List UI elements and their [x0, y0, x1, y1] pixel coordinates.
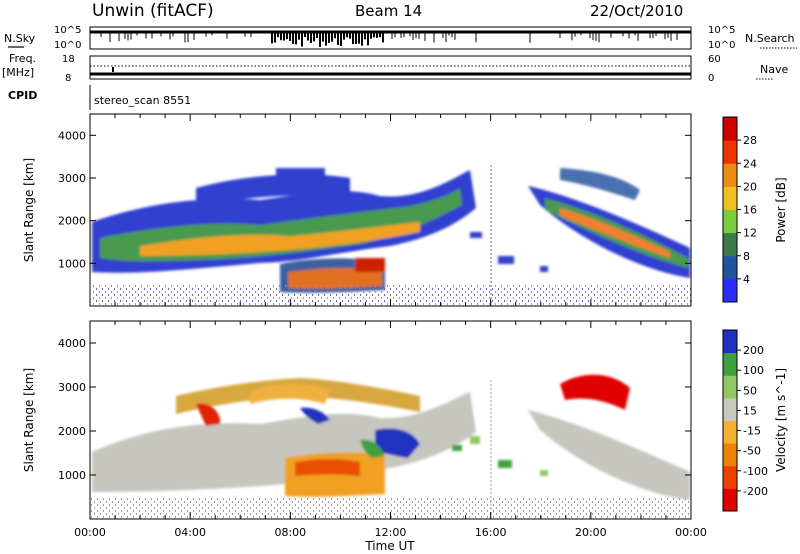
velocity-panel: 1000 2000 3000 4000 00:00 04:00 08:00 12:00 16:…: [58, 320, 707, 539]
nave-label: Nave: [760, 63, 788, 76]
nave-tick-top: 60: [708, 54, 721, 65]
colorbar-swatch: [723, 232, 737, 257]
beam-title: Beam 14: [355, 2, 422, 20]
nsky-label: N.Sky: [4, 32, 36, 45]
colorbar-tick-label: 200: [743, 344, 764, 357]
colorbar-swatch: [723, 352, 737, 376]
y-tick-label: 2000: [58, 215, 86, 228]
velocity-colorbar-label: Velocity [m s^-1]: [774, 368, 788, 472]
colorbar-tick-label: -200: [743, 485, 768, 498]
date-title: 22/Oct/2010: [590, 2, 683, 20]
velocity-y-ticks: 1000 2000 3000 4000: [58, 337, 691, 482]
colorbar-tick-label: 4: [743, 273, 750, 286]
velocity-echoes: [92, 374, 690, 500]
nsearch-tick-top: 10^5: [708, 25, 735, 36]
colorbar-tick-label: 50: [743, 384, 757, 397]
colorbar-swatch: [723, 278, 737, 303]
freq-nave-strip: [89, 55, 692, 80]
freq-tick-bottom: 8: [65, 73, 71, 84]
power-colorbar: 4 8 12 16 20 24 28: [722, 116, 757, 303]
velocity-ylabel: Slant Range [km]: [22, 368, 36, 472]
colorbar-swatch: [723, 397, 737, 421]
colorbar-tick-label: -15: [743, 425, 761, 438]
power-colorbar-label: Power [dB]: [774, 177, 788, 242]
colorbar-swatch: [723, 330, 737, 354]
x-tick-label: 04:00: [174, 526, 206, 539]
x-tick-label: 00:00: [74, 526, 106, 539]
station-title: Unwin (fitACF): [92, 1, 214, 21]
colorbar-swatch: [723, 163, 737, 187]
velocity-colorbar: -200 -100 -50 -15 15 50 100 200: [722, 329, 768, 512]
y-tick-label: 1000: [58, 469, 86, 482]
colorbar-tick-label: 28: [743, 134, 757, 147]
x-tick-label: 20:00: [575, 526, 607, 539]
cpid-value: stereo_scan 8551: [94, 94, 191, 107]
power-panel: 1000 2000 3000 4000: [58, 113, 692, 307]
colorbar-swatch: [723, 420, 737, 444]
freq-label: Freq.: [9, 52, 36, 65]
colorbar-tick-label: 8: [743, 250, 750, 263]
nave-tick-bottom: 0: [708, 73, 714, 84]
colorbar-swatch: [723, 443, 737, 467]
nsky-tick-bottom: 10^0: [54, 40, 81, 51]
colorbar-tick-label: 24: [743, 157, 757, 170]
colorbar-tick-label: 20: [743, 180, 757, 193]
colorbar-swatch: [723, 488, 737, 512]
colorbar-swatch: [723, 186, 737, 210]
sky-count-spikes: [100, 33, 678, 47]
nsearch-label: N.Search: [745, 32, 795, 45]
freq-tick-top: 18: [62, 54, 75, 65]
x-tick-label: 16:00: [475, 526, 507, 539]
colorbar-tick-label: -50: [743, 445, 761, 458]
colorbar-swatch: [723, 140, 737, 164]
colorbar-tick-label: 16: [743, 204, 757, 217]
nsearch-tick-bottom: 10^0: [708, 40, 735, 51]
y-tick-label: 4000: [58, 337, 86, 350]
colorbar-swatch: [723, 117, 737, 141]
nsky-tick-top: 10^5: [54, 25, 81, 36]
colorbar-swatch: [723, 209, 737, 234]
y-tick-label: 4000: [58, 129, 86, 142]
power-echoes: [92, 168, 690, 293]
x-tick-label: 12:00: [375, 526, 407, 539]
power-x-ticks: [89, 114, 692, 306]
colorbar-tick-label: 100: [743, 364, 764, 377]
y-tick-label: 3000: [58, 172, 86, 185]
colorbar-swatch: [723, 255, 737, 280]
x-tick-label: 00:00: [675, 526, 707, 539]
y-tick-label: 3000: [58, 381, 86, 394]
colorbar-tick-label: -100: [743, 465, 768, 478]
cpid-label: CPID: [8, 89, 37, 102]
colorbar-tick-label: 12: [743, 227, 757, 240]
colorbar-swatch: [723, 465, 737, 489]
y-tick-label: 2000: [58, 425, 86, 438]
sky-search-strip: [89, 26, 692, 50]
velocity-x-ticks: 00:00 04:00 08:00 12:00 16:00 20:00 00:00: [74, 321, 707, 539]
y-tick-label: 1000: [58, 257, 86, 270]
velocity-xlabel: Time UT: [364, 539, 415, 553]
colorbar-tick-label: 15: [743, 404, 757, 417]
colorbar-swatch: [723, 375, 737, 399]
x-tick-label: 08:00: [274, 526, 306, 539]
power-y-ticks: 1000 2000 3000 4000: [58, 129, 691, 270]
power-ylabel: Slant Range [km]: [22, 158, 36, 262]
freq-unit-label: [MHz]: [2, 66, 34, 79]
